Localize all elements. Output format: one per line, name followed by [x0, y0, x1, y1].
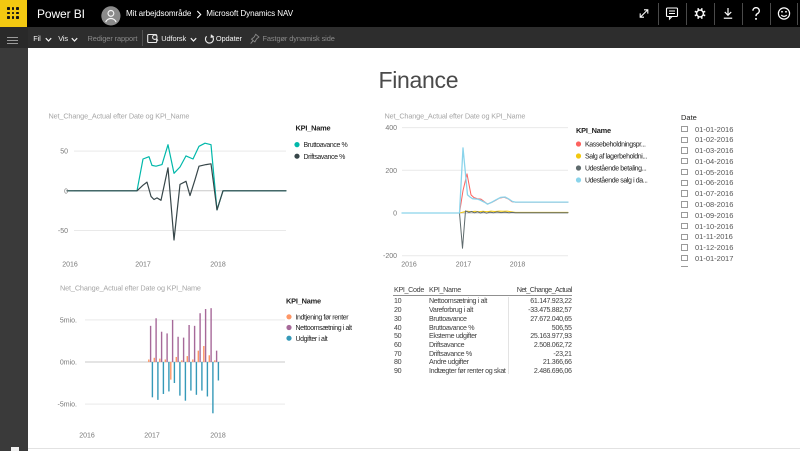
- svg-text:Net_Change_Actual efter Date o: Net_Change_Actual efter Date og KPI_Name: [385, 112, 526, 121]
- svg-text:KPI_Name: KPI_Name: [576, 126, 611, 135]
- svg-text:Salg af lagerbeholdni...: Salg af lagerbeholdni...: [585, 154, 647, 161]
- svg-text:2017: 2017: [456, 262, 472, 269]
- svg-text:2018: 2018: [210, 262, 226, 269]
- svg-text:Bruttoavance %: Bruttoavance %: [304, 142, 348, 149]
- svg-text:Net_Change_Actual efter Date o: Net_Change_Actual efter Date og KPI_Name: [49, 112, 190, 121]
- svg-text:Driftsavance %: Driftsavance %: [304, 154, 346, 161]
- svg-text:5mio.: 5mio.: [60, 317, 77, 324]
- svg-text:Udestående betaling...: Udestående betaling...: [585, 165, 647, 173]
- svg-text:2018: 2018: [210, 433, 226, 440]
- svg-text:-50: -50: [58, 228, 68, 235]
- svg-text:-200: -200: [383, 253, 397, 260]
- svg-text:KPI_Name: KPI_Name: [286, 297, 321, 306]
- svg-text:2016: 2016: [79, 433, 95, 440]
- svg-text:0: 0: [64, 188, 68, 195]
- svg-text:Net_Change_Actual efter Date o: Net_Change_Actual efter Date og KPI_Name: [60, 284, 201, 293]
- svg-text:2018: 2018: [510, 262, 526, 269]
- svg-text:Nettoomsætning i alt: Nettoomsætning i alt: [296, 325, 353, 332]
- svg-text:200: 200: [385, 168, 397, 175]
- svg-text:400: 400: [385, 125, 397, 132]
- svg-text:Udgifter i alt: Udgifter i alt: [296, 336, 328, 343]
- svg-text:0mio.: 0mio.: [60, 360, 77, 367]
- svg-text:50: 50: [60, 149, 68, 156]
- svg-text:0: 0: [393, 211, 397, 218]
- svg-text:2017: 2017: [144, 433, 160, 440]
- svg-text:Udestående salg i da...: Udestående salg i da...: [585, 177, 648, 185]
- svg-text:2016: 2016: [62, 262, 78, 269]
- svg-text:2016: 2016: [401, 262, 417, 269]
- svg-text:Indtjening før renter: Indtjening før renter: [296, 314, 350, 321]
- svg-text:Kassebeholdningspr...: Kassebeholdningspr...: [585, 142, 646, 149]
- svg-text:KPI_Name: KPI_Name: [296, 124, 331, 133]
- svg-text:-5mio.: -5mio.: [58, 402, 78, 409]
- svg-text:2017: 2017: [135, 262, 151, 269]
